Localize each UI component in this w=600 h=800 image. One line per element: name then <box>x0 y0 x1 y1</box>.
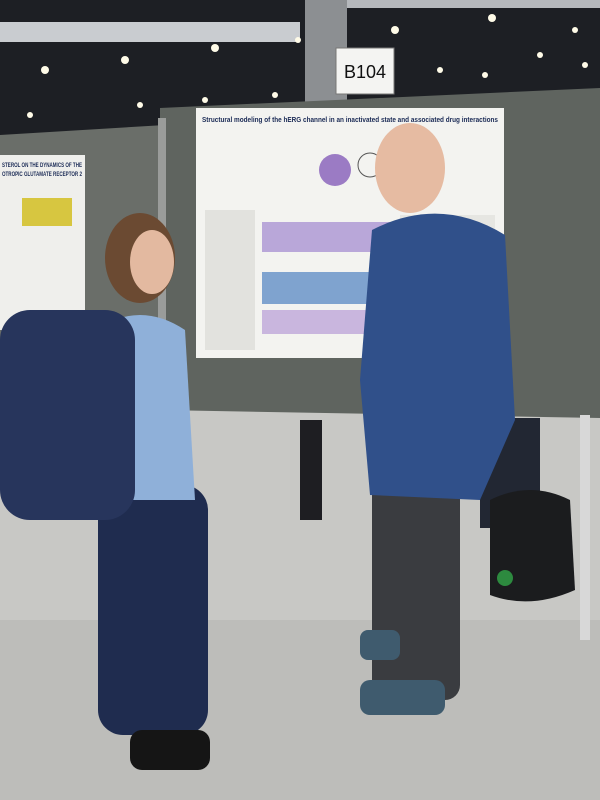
ceiling-beam <box>0 22 300 42</box>
woman <box>0 213 210 770</box>
booth-number: B104 <box>344 62 386 82</box>
left-poster <box>0 155 85 330</box>
man <box>360 123 515 715</box>
water-bottle <box>497 570 513 586</box>
ceiling-lights <box>27 14 588 118</box>
background-person <box>300 420 322 520</box>
left-poster-title-line: OTROPIC GLUTAMATE RECEPTOR 2 <box>2 172 83 178</box>
left-poster-figure <box>22 198 72 226</box>
board-leg <box>580 415 590 640</box>
poster-title: Structural modeling of the hERG channel … <box>202 117 498 124</box>
booth-sign <box>335 47 395 95</box>
ceiling-beam <box>345 0 600 8</box>
left-poster-title-line: STEROL ON THE DYNAMICS OF THE <box>2 163 82 169</box>
floor-shade <box>0 620 600 800</box>
